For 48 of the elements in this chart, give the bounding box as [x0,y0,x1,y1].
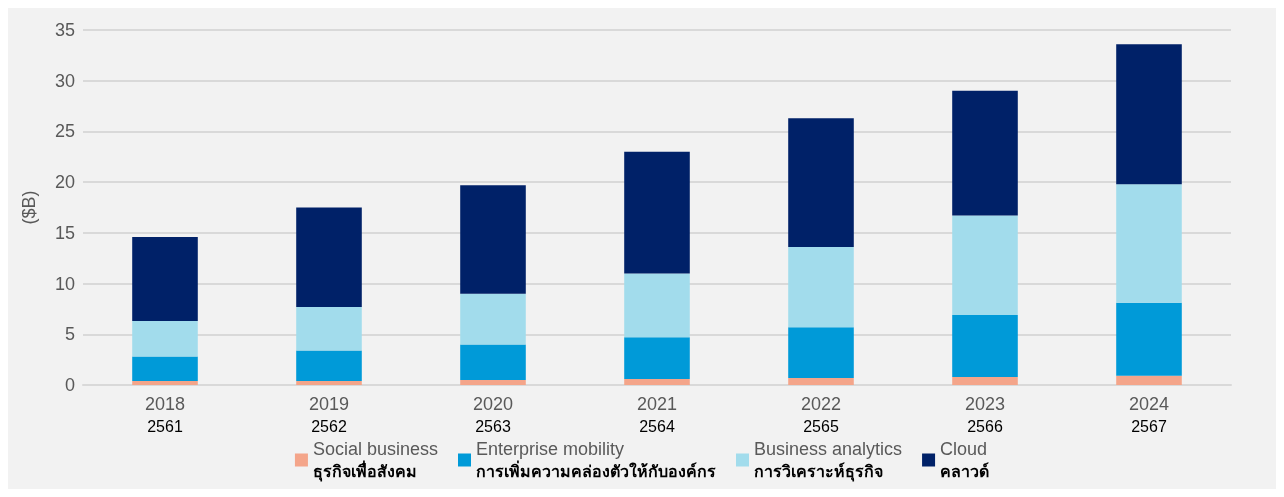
y-tick-label: 10 [54,273,75,294]
bar [132,321,198,357]
bar [460,185,526,294]
bar [1116,184,1182,303]
x-tick-label: 2023 2566 [964,394,1006,435]
x-tick-label: 2018 2561 [144,394,186,435]
bar [788,118,854,248]
y-tick-label: 30 [54,70,75,91]
bar [624,273,690,338]
bar [624,151,690,274]
bar [296,306,362,351]
bar [460,379,526,385]
bar [952,376,1018,385]
bar [132,356,198,381]
legend-label: Business analytics การวิเคราะห์ธุรกิจ [754,439,903,482]
y-tick-label: 25 [54,121,75,142]
bar [1116,375,1182,385]
x-tick-label: 2024 2567 [1128,394,1170,435]
bar [952,315,1018,377]
legend-label: Enterprise mobility การเพิ่มความคล่องตัวให้กับองค์กร [476,439,716,480]
y-tick-label: 20 [54,172,75,193]
legend-label: Social business ธุรกิจเพื่อสังคม [312,439,439,482]
y-axis-title: ($B) [19,190,39,225]
bar [624,378,690,385]
bar [952,215,1018,316]
bar [788,377,854,385]
bar [1116,302,1182,376]
x-tick-label: 2021 2564 [636,394,678,435]
y-tick-label: 35 [54,20,75,40]
bar [788,327,854,378]
x-tick-label: 2019 2562 [308,394,350,435]
bar [952,90,1018,216]
x-tick-label: 2020 2563 [472,394,514,435]
legend-label: Cloud คลาวด์ [940,439,990,480]
y-tick-label: 5 [64,324,75,345]
y-tick-label: 0 [64,375,75,395]
bar [460,344,526,380]
bar [132,380,198,385]
bar [1116,44,1182,185]
bar [296,380,362,385]
bar [296,207,362,307]
bar [132,236,198,322]
y-tick-label: 15 [54,222,75,243]
bar [788,247,854,328]
bar [296,350,362,381]
x-tick-label: 2022 2565 [800,394,842,435]
bar [624,337,690,379]
bar [460,293,526,345]
